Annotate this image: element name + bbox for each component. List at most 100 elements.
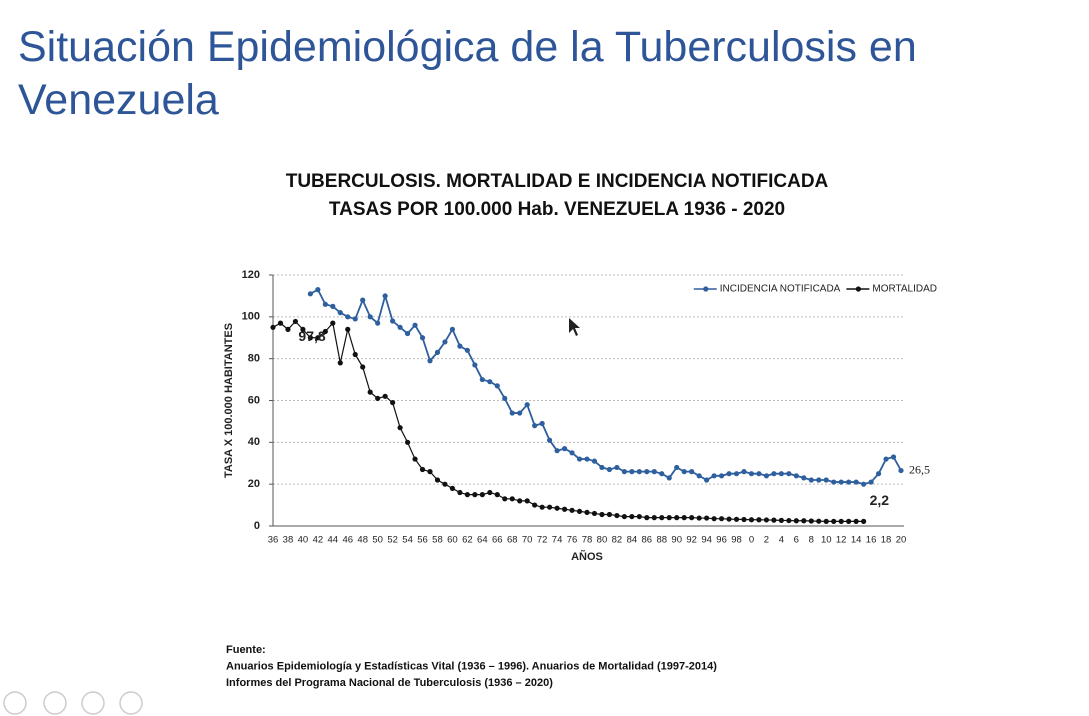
- data-point: [711, 516, 717, 522]
- data-point: [816, 518, 822, 524]
- data-point: [322, 328, 328, 335]
- data-point: [322, 301, 328, 307]
- icon[interactable]: [3, 691, 27, 715]
- data-point: [517, 410, 523, 416]
- data-point: [733, 516, 740, 522]
- data-point: [748, 471, 755, 477]
- x-tick-label: 76: [567, 535, 578, 546]
- data-point: [733, 471, 740, 477]
- data-point: [307, 291, 313, 297]
- data-point: [561, 446, 568, 452]
- data-point: [524, 498, 530, 504]
- data-point: [375, 320, 381, 326]
- data-point: [801, 518, 807, 524]
- data-point: [292, 318, 299, 325]
- data-point: [681, 515, 687, 521]
- data-point: [689, 515, 695, 521]
- data-point: [569, 450, 575, 456]
- data-point: [823, 477, 829, 483]
- legend-label: MORTALIDAD: [872, 284, 937, 295]
- data-point: [748, 517, 755, 523]
- data-point: [636, 469, 642, 475]
- x-tick-label: 86: [642, 535, 653, 546]
- data-point: [786, 471, 792, 477]
- data-point: [472, 492, 478, 498]
- data-point: [539, 504, 545, 510]
- data-point: [404, 439, 411, 445]
- y-tick-label: 120: [242, 269, 260, 281]
- data-point: [606, 511, 613, 518]
- x-tick-label: 14: [851, 535, 862, 546]
- x-tick-label: 60: [447, 535, 458, 546]
- icon[interactable]: [119, 691, 143, 715]
- data-point: [756, 517, 762, 523]
- data-point: [419, 466, 426, 473]
- data-point: [524, 402, 530, 408]
- y-tick-label: 0: [254, 520, 260, 532]
- x-tick-label: 46: [342, 535, 353, 546]
- data-point: [434, 477, 441, 483]
- source-text: Fuente:: [226, 644, 266, 656]
- data-point: [554, 505, 560, 511]
- data-point: [681, 469, 687, 475]
- data-point: [599, 511, 605, 518]
- data-point: [718, 473, 725, 479]
- data-point: [547, 437, 553, 443]
- nav-icons[interactable]: [3, 691, 143, 715]
- data-point: [591, 510, 598, 517]
- data-point: [875, 471, 882, 477]
- data-point: [711, 473, 717, 479]
- x-tick-label: 96: [716, 535, 727, 546]
- data-point: [599, 464, 605, 471]
- x-tick-label: 56: [417, 535, 428, 546]
- x-tick-label: 20: [896, 535, 907, 546]
- data-point: [337, 360, 343, 366]
- x-tick-label: 58: [432, 535, 443, 546]
- source-text: Anuarios Epidemiología y Estadísticas Vi…: [226, 660, 717, 672]
- data-point: [808, 518, 814, 524]
- data-point: [367, 314, 373, 320]
- data-point: [442, 481, 448, 487]
- value-label: 26,5: [909, 462, 930, 476]
- data-point: [704, 515, 710, 521]
- data-point: [816, 477, 822, 483]
- icon[interactable]: [43, 691, 67, 715]
- data-point: [360, 297, 366, 303]
- data-point: [427, 358, 433, 364]
- legend-marker: [703, 286, 709, 292]
- y-tick-label: 20: [248, 478, 260, 490]
- data-point: [479, 492, 485, 498]
- data-point: [644, 469, 650, 475]
- legend-label: INCIDENCIA NOTIFICADA: [720, 284, 841, 295]
- data-point: [375, 395, 381, 402]
- data-point: [696, 515, 702, 521]
- data-point: [621, 469, 627, 475]
- data-point: [479, 376, 485, 383]
- data-point: [554, 448, 560, 454]
- data-point: [270, 324, 276, 330]
- data-point: [360, 364, 366, 370]
- data-point: [584, 509, 590, 516]
- data-point: [651, 469, 657, 475]
- x-axis-label: AÑOS: [571, 550, 603, 563]
- data-point: [756, 471, 762, 477]
- x-tick-label: 38: [283, 535, 294, 546]
- x-tick-label: 16: [866, 535, 877, 546]
- data-point: [494, 492, 500, 498]
- data-point: [382, 293, 388, 299]
- data-point: [404, 330, 411, 337]
- y-tick-label: 60: [248, 394, 260, 406]
- icon[interactable]: [81, 691, 105, 715]
- slide-title: Situación Epidemiológica de la Tuberculo…: [18, 23, 917, 124]
- y-tick-label: 40: [248, 436, 260, 448]
- data-point: [315, 287, 321, 293]
- x-tick-label: 88: [656, 535, 667, 546]
- data-point: [419, 335, 426, 341]
- data-point: [659, 471, 665, 477]
- data-point: [808, 477, 814, 483]
- legend-marker: [855, 286, 861, 292]
- data-point: [793, 473, 799, 479]
- x-tick-label: 98: [731, 535, 742, 546]
- data-point: [434, 349, 441, 355]
